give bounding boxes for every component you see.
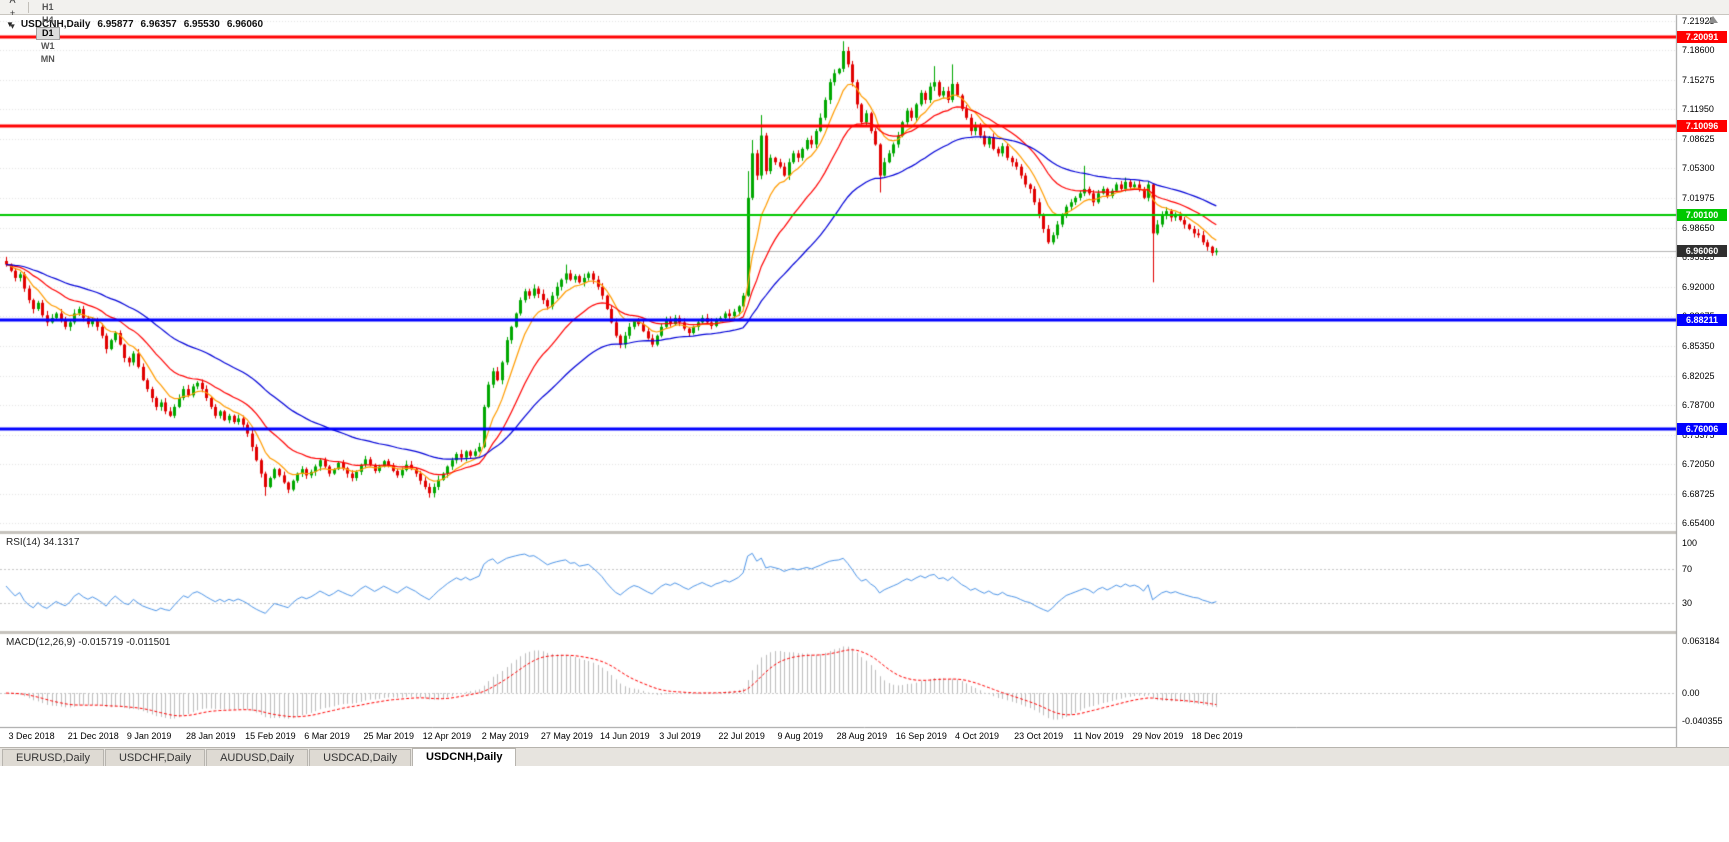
- chart-tab-usdcad[interactable]: USDCAD,Daily: [309, 749, 412, 766]
- timeframe-button-h4[interactable]: H4: [42, 14, 54, 25]
- toolbar-separator: [28, 1, 29, 13]
- toolbar-icon-group: ≡A+▾: [4, 0, 21, 33]
- text-tool-icon[interactable]: A: [9, 0, 16, 5]
- timeframe-button-w1[interactable]: W1: [41, 40, 55, 51]
- rsi-indicator-label: RSI(14) 34.1317: [6, 537, 80, 548]
- draw-tool-icon[interactable]: ▾: [10, 21, 15, 31]
- quote-close: 6.96060: [226, 19, 264, 30]
- timeframe-button-h1[interactable]: H1: [42, 1, 54, 12]
- chart-tab-eurusd[interactable]: EURUSD,Daily: [2, 749, 104, 766]
- quote-line: ▼ USDCNH,Daily 6.95877 6.96357 6.95530 6…: [6, 19, 263, 30]
- timeframe-button-mn[interactable]: MN: [40, 53, 55, 64]
- chart-tab-bar: EURUSD,Daily USDCHF,Daily AUDUSD,Daily USDC…: [0, 747, 1729, 766]
- scale-marker-icon[interactable]: [1708, 16, 1718, 23]
- quote-open: 6.95877: [97, 19, 134, 30]
- chart-tab-usdcnh[interactable]: USDCNH,Daily: [412, 748, 517, 766]
- toolbar: ≡A+▾ M1M5M15M30H1H4D1W1MN: [0, 0, 1729, 64]
- macd-indicator-label: MACD(12,26,9) -0.015719 -0.011501: [6, 637, 171, 648]
- timeframe-button-d1[interactable]: D1: [36, 26, 60, 40]
- oct-collapse-icon[interactable]: ▼: [6, 20, 14, 29]
- quote-low: 6.95530: [183, 19, 220, 30]
- quote-symbol: USDCNH,Daily: [20, 19, 91, 30]
- bottom-filler: [0, 766, 1729, 842]
- chart-tab-usdchf[interactable]: USDCHF,Daily: [104, 749, 206, 766]
- timeframe-group: M1M5M15M30H1H4D1W1MN: [36, 0, 60, 66]
- chart-tab-audusd[interactable]: AUDUSD,Daily: [206, 749, 309, 766]
- chart-canvas[interactable]: [0, 0, 1729, 747]
- crosshair-icon[interactable]: +: [9, 8, 16, 18]
- quote-high: 6.96357: [140, 19, 177, 30]
